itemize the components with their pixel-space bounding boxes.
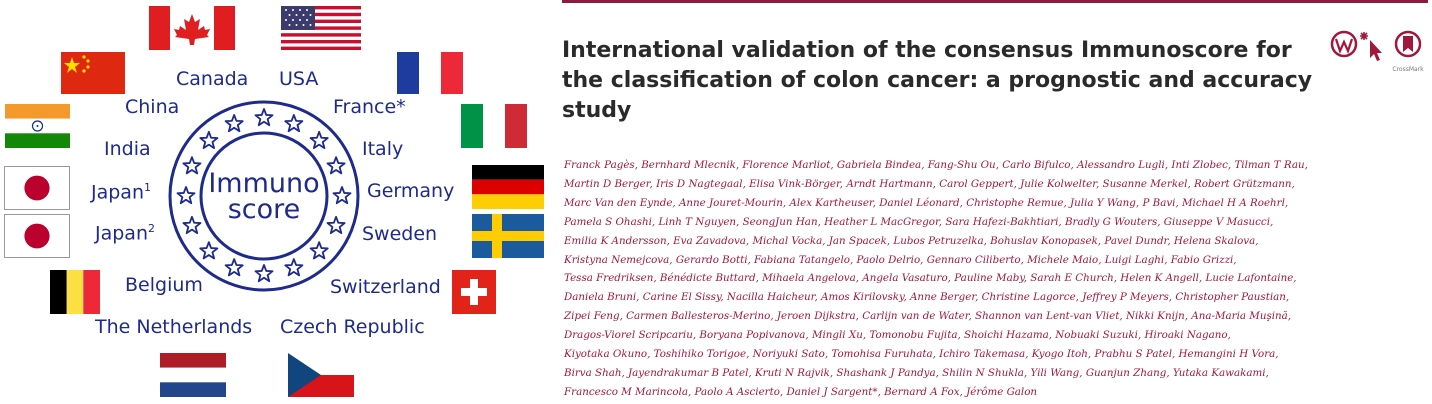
author-line: Marc Van den Eynde, Anne Jouret-Mourin, … [564,196,1289,209]
france-flag-icon [397,52,463,94]
country-label-sweden: Sweden [362,223,438,245]
author-line: Martin D Berger, Iris D Nagtegaal, Elisa… [564,177,1295,190]
crossmark-icon[interactable] [1394,30,1422,58]
article-title: International validation of the consensu… [562,36,1322,126]
title-line-3: study [562,98,632,123]
star-icon [326,156,346,175]
author-line: Dragos-Viorel Scripcariu, Boryana Popiva… [564,329,1231,342]
star-icon [199,241,219,260]
star-icon [176,186,196,205]
country-label-czech-republic: Czech Republic [280,316,425,338]
country-label-belgium: Belgium [125,274,203,296]
switzerland-flag-icon [452,270,496,314]
country-label-usa: USA [279,68,319,90]
belgium-flag-icon [50,270,100,314]
czech-republic-flag-icon [288,353,354,397]
italy-flag-icon [461,104,527,148]
logo-text-immuno: Immuno [208,168,320,199]
immunoscore-logo: Immuno score [166,98,362,294]
author-line: Kiyotaka Okuno, Toshihiko Torigoe, Noriy… [564,348,1279,361]
star-icon [182,156,202,175]
star-icon [326,215,346,235]
india-flag-icon [5,104,70,148]
title-line-1: International validation of the consensu… [562,38,1292,63]
star-icon [309,241,329,260]
title-line-2: the classification of colon cancer: a pr… [562,68,1313,93]
japan-flag-icon-1 [4,166,70,210]
author-line: Francesco M Marincola, Paolo A Ascierto,… [564,385,1038,398]
country-label-germany: Germany [367,180,455,202]
article-header: International validation of the consensu… [562,0,1428,404]
star-icon [182,215,202,235]
star-icon [199,130,219,150]
immunoscore-ring-icon [168,100,360,292]
crossmark-label: CrossMark [1392,66,1424,73]
author-line: Pamela S Ohashi, Linh T Nguyen, SeongJun… [564,215,1274,228]
canada-flag-icon [149,6,235,50]
oa-wellcome-icon[interactable] [1330,30,1358,58]
star-icon [254,108,274,127]
author-line: Birva Shah, Jayendrakumar B Patel, Kruti… [564,366,1269,379]
star-icon [332,186,352,205]
star-icon [224,114,244,133]
country-label-france: France* [333,96,406,118]
author-line: Daniela Bruni, Carine El Sissy, Nacilla … [564,291,1290,304]
star-icon [309,130,329,150]
country-label-india: India [104,138,151,160]
cursor-click-icon[interactable] [1360,32,1382,61]
country-label-netherlands: The Netherlands [95,316,253,338]
country-label-canada: Canada [176,68,249,90]
article-action-icons: CrossMark [1330,26,1430,76]
top-rule [562,0,1428,3]
japan-flag-icon-2 [4,214,70,258]
netherlands-flag-icon [160,353,226,397]
star-icon [254,264,274,283]
germany-flag-icon [472,165,544,209]
star-icon [284,258,304,277]
author-line: Kristyna Nemejcova, Gerardo Botti, Fabia… [564,253,1237,266]
star-icon [284,114,304,133]
usa-flag-icon [281,6,361,50]
author-line: Emilia K Andersson, Eva Zavadova, Michal… [564,234,1259,247]
china-flag-icon [61,52,125,94]
country-label-switzerland: Switzerland [330,276,441,298]
country-label-japan-2: Japan2 [95,222,155,245]
star-icon [224,258,244,277]
country-label-italy: Italy [362,138,404,160]
country-label-china: China [125,96,180,118]
author-line: Franck Pagès, Bernhard Mlecnik, Florence… [564,159,1308,171]
author-list: Franck Pagès, Bernhard Mlecnik, Florence… [564,156,1364,402]
author-line: Tessa Fredriksen, Bénédicte Buttard, Mih… [564,272,1297,285]
country-label-japan-1: Japan1 [91,181,151,204]
sweden-flag-icon [472,214,544,258]
logo-text-score: score [227,194,301,225]
author-line: Zipei Feng, Carmen Ballesteros-Merino, J… [564,310,1292,323]
